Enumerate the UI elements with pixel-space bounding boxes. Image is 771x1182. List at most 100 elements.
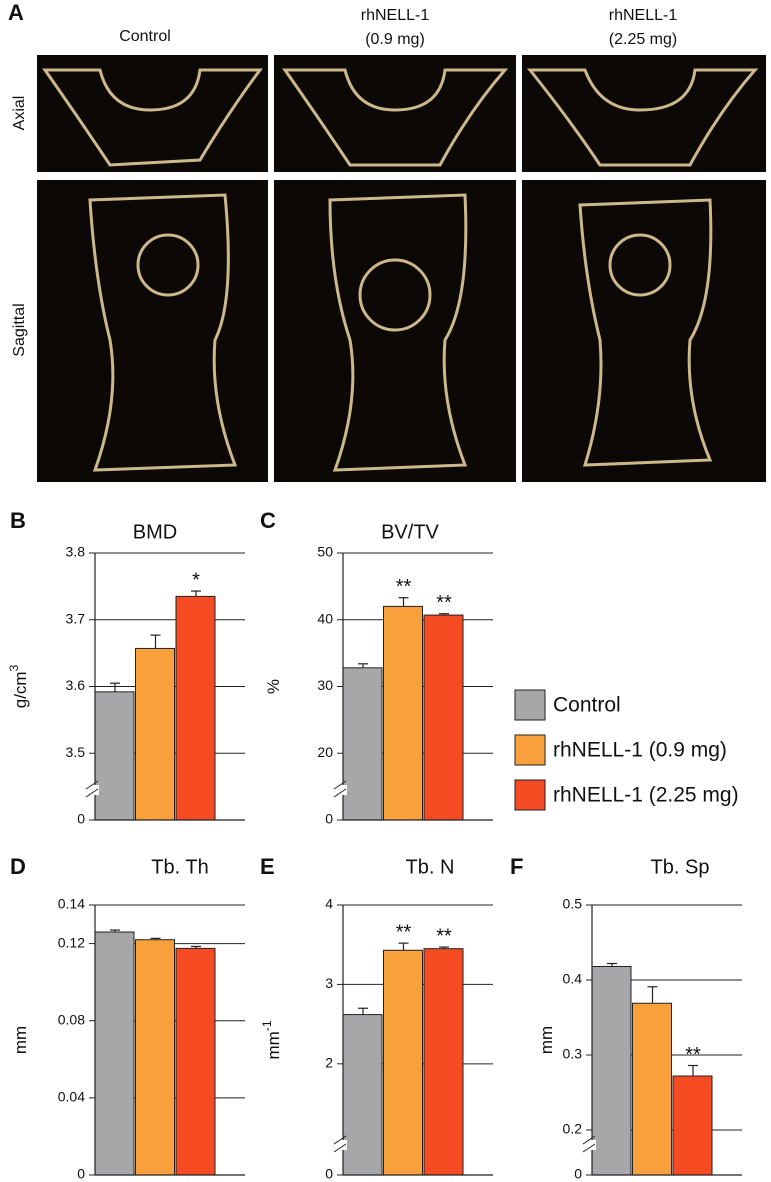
significance-label: ** xyxy=(396,921,412,943)
chart-title: BMD xyxy=(133,521,177,543)
bar xyxy=(423,614,464,821)
bar xyxy=(135,939,175,1176)
y-tick-label: 3 xyxy=(325,975,333,991)
image xyxy=(522,55,766,172)
panel-letter: C xyxy=(260,508,276,533)
panel-letter: D xyxy=(10,854,26,879)
bone-shape xyxy=(88,193,238,472)
defect xyxy=(358,258,432,332)
axis-break-gap xyxy=(335,785,347,795)
y-tick-label: 0 xyxy=(325,1166,333,1182)
y-axis-label-text: mm xyxy=(264,1031,283,1059)
significance-label: ** xyxy=(396,576,412,598)
column-header: rhNELL-1 xyxy=(609,7,678,24)
panel-letter: A xyxy=(8,0,24,25)
significance-label: * xyxy=(192,569,200,591)
bone-shape xyxy=(526,68,759,167)
y-tick-label: 50 xyxy=(317,544,333,560)
axis-break-gap xyxy=(87,785,99,795)
significance-label: ** xyxy=(685,1044,701,1066)
y-tick-label: 0.12 xyxy=(58,934,85,950)
bone-outlines xyxy=(42,68,759,472)
panel-a: A Control rhNELL-1 (0.9 mg) rhNELL-1 (2.… xyxy=(8,0,766,482)
y-tick-label: 4 xyxy=(325,896,333,912)
defect xyxy=(608,233,672,297)
bar xyxy=(632,1002,672,1176)
bar xyxy=(94,931,135,1176)
panel-letter: F xyxy=(510,854,523,879)
bone-shape xyxy=(282,68,509,167)
image xyxy=(522,180,766,482)
y-tick-label: 3.6 xyxy=(66,677,86,693)
y-axis-label-text: % xyxy=(264,679,283,694)
chart-title: Tb. Sp xyxy=(651,856,710,878)
y-tick-label: 0.08 xyxy=(58,1011,85,1027)
y-tick-label: 0 xyxy=(325,811,333,827)
y-tick-label: 0 xyxy=(77,811,85,827)
y-tick-label: 0.04 xyxy=(58,1089,85,1105)
bar xyxy=(423,948,464,1176)
axis-break xyxy=(333,780,347,790)
y-tick-label: 3.7 xyxy=(66,610,86,626)
y-tick-label: 0.4 xyxy=(563,971,583,987)
significance-label: ** xyxy=(436,592,452,614)
axis-break xyxy=(582,1143,596,1153)
bar xyxy=(383,949,423,1176)
column-header: (0.9 mg) xyxy=(365,31,425,48)
panel-letter: B xyxy=(10,508,26,533)
axis-break xyxy=(582,1135,596,1145)
image xyxy=(37,55,268,172)
row-label: Sagittal xyxy=(11,303,28,356)
y-axis-label: g/cm3 xyxy=(7,664,30,708)
y-tick-label: 0.5 xyxy=(563,896,583,912)
y-axis-label-superscript: 3 xyxy=(7,664,21,671)
bar xyxy=(175,947,216,1176)
legend-label: rhNELL-1 (2.25 mg) xyxy=(553,784,739,807)
y-tick-label: 30 xyxy=(317,677,333,693)
legend-label: Control xyxy=(553,694,621,717)
bar xyxy=(383,605,423,821)
y-tick-label: 3.8 xyxy=(66,544,86,560)
column-header: Control xyxy=(119,28,171,45)
row-label: Axial xyxy=(11,96,28,131)
significance-label: ** xyxy=(436,925,452,947)
bar xyxy=(175,595,216,821)
bar xyxy=(342,1014,383,1176)
bar xyxy=(135,647,175,821)
legend-swatch xyxy=(514,689,546,721)
bar xyxy=(342,667,383,821)
axis-break-gap xyxy=(584,1140,596,1150)
axis-break-gap xyxy=(335,1140,347,1150)
axis-break xyxy=(333,1143,347,1153)
column-header: (2.25 mg) xyxy=(609,31,677,48)
image xyxy=(37,180,268,482)
bone-shape xyxy=(42,68,263,167)
legend-swatch xyxy=(514,779,546,811)
axis-break xyxy=(85,780,99,790)
y-axis-label: mm-1 xyxy=(260,1020,283,1059)
y-axis-label: mm xyxy=(11,1026,30,1054)
chart-title: BV/TV xyxy=(381,521,439,543)
legend-label: rhNELL-1 (0.9 mg) xyxy=(553,739,727,762)
column-header: rhNELL-1 xyxy=(361,7,430,24)
y-tick-label: 2 xyxy=(325,1055,333,1071)
y-tick-label: 0.3 xyxy=(563,1046,583,1062)
axis-break xyxy=(85,788,99,798)
bone-shape xyxy=(578,198,713,467)
y-axis-label-text: mm xyxy=(537,1026,556,1054)
y-tick-label: 3.5 xyxy=(66,744,86,760)
y-tick-label: 20 xyxy=(317,744,333,760)
y-tick-label: 0 xyxy=(77,1166,85,1182)
chart-title: Tb. Th xyxy=(151,856,208,878)
y-axis-label-text: g/cm xyxy=(11,671,30,708)
y-tick-label: 0.14 xyxy=(58,896,85,912)
y-axis-label: % xyxy=(264,679,283,694)
bone-shape xyxy=(328,193,468,472)
image xyxy=(274,55,516,172)
axis-break xyxy=(333,1135,347,1145)
y-tick-label: 0.2 xyxy=(563,1121,583,1137)
y-axis-label-superscript: -1 xyxy=(260,1020,274,1031)
chart-title: Tb. N xyxy=(406,856,455,878)
bar xyxy=(672,1075,713,1176)
